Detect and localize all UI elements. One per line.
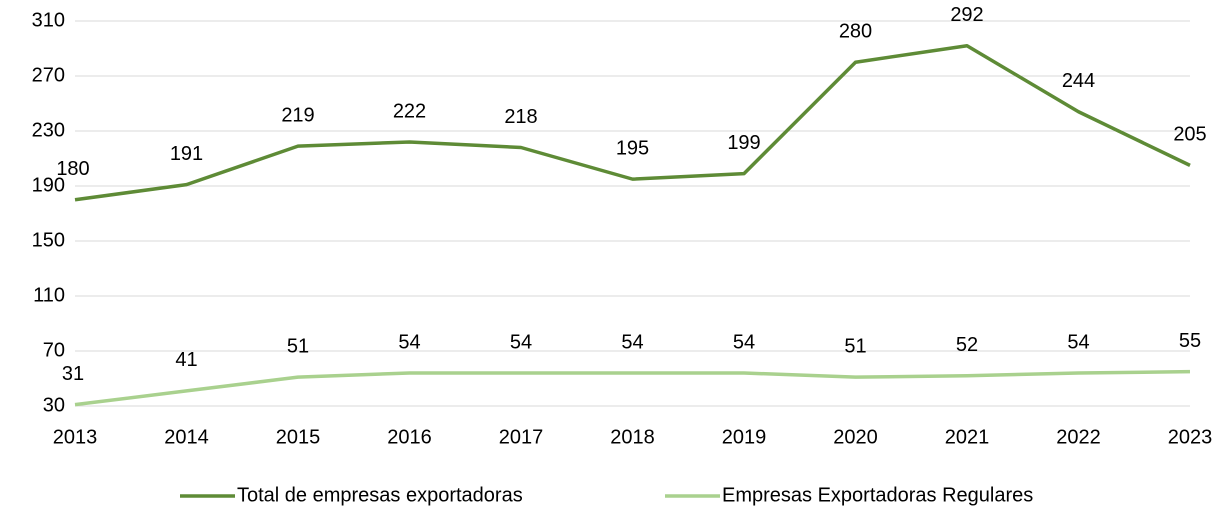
data-label: 31 (62, 363, 84, 385)
data-label: 280 (839, 21, 872, 43)
y-tick-label: 310 (32, 9, 65, 31)
data-label: 54 (733, 331, 755, 353)
x-tick-label: 2023 (1168, 426, 1213, 448)
legend-label: Total de empresas exportadoras (237, 484, 523, 506)
data-label: 55 (1179, 330, 1201, 352)
y-tick-label: 30 (43, 394, 65, 416)
data-label: 54 (510, 331, 532, 353)
y-tick-label: 270 (32, 64, 65, 86)
data-label: 52 (956, 334, 978, 356)
x-tick-label: 2022 (1056, 426, 1101, 448)
series-line (74, 369, 1191, 407)
data-label: 51 (287, 335, 309, 357)
y-tick-label: 150 (32, 229, 65, 251)
data-label: 218 (504, 106, 537, 128)
data-label: 54 (621, 331, 643, 353)
x-tick-label: 2016 (387, 426, 432, 448)
data-label: 180 (56, 158, 89, 180)
x-tick-label: 2021 (945, 426, 990, 448)
y-tick-label: 230 (32, 119, 65, 141)
data-label: 54 (398, 331, 420, 353)
x-tick-label: 2013 (53, 426, 98, 448)
data-label: 244 (1062, 70, 1095, 92)
data-label: 199 (727, 132, 760, 154)
x-tick-label: 2018 (610, 426, 655, 448)
legend-label: Empresas Exportadoras Regulares (722, 484, 1033, 506)
data-label: 219 (281, 104, 314, 126)
series-line (74, 44, 1191, 202)
data-label: 292 (950, 4, 983, 26)
data-label: 205 (1173, 124, 1206, 146)
x-tick-label: 2014 (164, 426, 209, 448)
y-tick-label: 110 (33, 284, 65, 306)
x-tick-label: 2015 (276, 426, 321, 448)
data-label: 41 (175, 349, 197, 371)
x-tick-label: 2017 (499, 426, 544, 448)
data-label: 54 (1067, 331, 1089, 353)
data-label: 191 (170, 143, 203, 165)
y-tick-label: 70 (43, 339, 65, 361)
data-label: 222 (393, 100, 426, 122)
data-label: 51 (844, 335, 866, 357)
x-tick-label: 2019 (722, 426, 767, 448)
y-tick-label: 190 (32, 174, 65, 196)
data-label: 195 (616, 137, 649, 159)
x-tick-label: 2020 (833, 426, 878, 448)
